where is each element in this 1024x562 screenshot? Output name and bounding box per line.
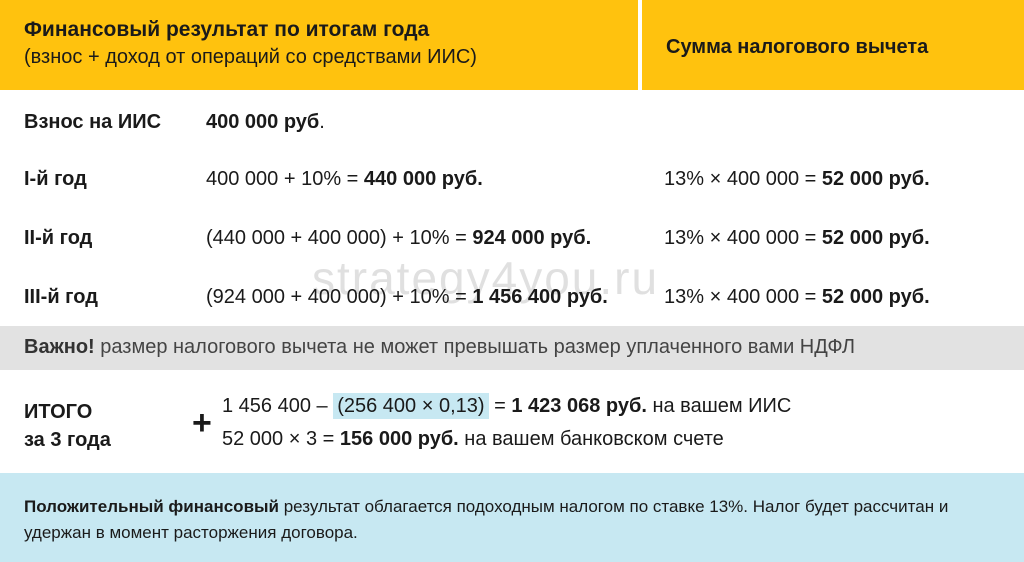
- total-line-2: 52 000 × 3 = 156 000 руб. на вашем банко…: [222, 428, 724, 451]
- year-1-formula-result: 440 000 руб.: [363, 168, 483, 190]
- year-2-formula-prefix: (440 000 + 400 000) + 10% =: [206, 227, 473, 249]
- year-3-deduction: 13% × 400 000 = 52 000 руб.: [664, 286, 930, 309]
- total-label-line2: за 3 года: [24, 429, 111, 451]
- year-3-formula-result: 1 456 400 руб.: [472, 286, 608, 308]
- tax-note-bold: Положительный финансовый: [24, 497, 279, 516]
- year-1-deduction: 13% × 400 000 = 52 000 руб.: [664, 168, 930, 191]
- total-line1-result: 1 423 068 руб.: [511, 395, 647, 417]
- total-line1-highlight: (256 400 × 0,13): [333, 393, 489, 419]
- total-line1-eq: =: [488, 395, 512, 417]
- year-1-formula-prefix: 400 000 + 10% =: [206, 168, 364, 190]
- year-1-formula: 400 000 + 10% = 440 000 руб.: [206, 168, 483, 191]
- year-2-label: II-й год: [24, 227, 93, 249]
- important-message: размер налогового вычета не может превыш…: [94, 336, 856, 358]
- tax-note-box: Положительный финансовый результат облаг…: [0, 473, 1024, 562]
- contribution-amount: 400 000 руб: [206, 111, 320, 133]
- total-line2-prefix: 52 000 × 3 =: [222, 428, 340, 450]
- year-3-formula: (924 000 + 400 000) + 10% = 1 456 400 ру…: [206, 286, 608, 309]
- year-3-deduction-prefix: 13% × 400 000 =: [664, 286, 822, 308]
- year-3-deduction-result: 52 000 руб.: [821, 286, 930, 308]
- year-3-formula-prefix: (924 000 + 400 000) + 10% =: [206, 286, 473, 308]
- total-line2-result: 156 000 руб.: [339, 428, 459, 450]
- header-right-title: Сумма налогового вычета: [666, 36, 929, 58]
- year-2-formula: (440 000 + 400 000) + 10% = 924 000 руб.: [206, 227, 591, 250]
- contribution-label: Взнос на ИИС: [24, 111, 162, 133]
- year-1-label: I-й год: [24, 168, 87, 190]
- header-left-subtitle: (взнос + доход от операций со средствами…: [24, 46, 477, 68]
- total-label: ИТОГО за 3 года: [24, 398, 111, 454]
- tax-note-body: результат облагается подоходным налогом …: [24, 497, 949, 542]
- year-1-deduction-result: 52 000 руб.: [821, 168, 930, 190]
- contribution-value: 400 000 руб.: [206, 111, 325, 134]
- year-2-deduction: 13% × 400 000 = 52 000 руб.: [664, 227, 930, 250]
- important-text: Важно! размер налогового вычета не может…: [24, 336, 855, 359]
- year-1-deduction-prefix: 13% × 400 000 =: [664, 168, 822, 190]
- tax-note-text: Положительный финансовый результат облаг…: [24, 494, 1000, 546]
- plus-sign: +: [192, 404, 212, 442]
- year-2-deduction-prefix: 13% × 400 000 =: [664, 227, 822, 249]
- important-banner: Важно! размер налогового вычета не может…: [0, 326, 1024, 370]
- total-line1-prefix: 1 456 400 –: [222, 395, 334, 417]
- total-line-1: 1 456 400 – (256 400 × 0,13) = 1 423 068…: [222, 393, 792, 419]
- total-line2-suffix: на вашем банковском счете: [458, 428, 724, 450]
- header-left-title: Финансовый результат по итогам года: [24, 18, 430, 41]
- year-2-formula-result: 924 000 руб.: [472, 227, 592, 249]
- header-right-cell: Сумма налогового вычета: [642, 0, 1024, 90]
- year-2-deduction-result: 52 000 руб.: [821, 227, 930, 249]
- year-3-label: III-й год: [24, 286, 98, 308]
- total-line1-suffix: на вашем ИИС: [646, 395, 792, 417]
- total-label-line1: ИТОГО: [24, 401, 93, 423]
- header-left-cell: Финансовый результат по итогам года (взн…: [0, 0, 638, 90]
- important-label: Важно!: [24, 336, 95, 358]
- watermark: strategy4you.ru: [312, 252, 660, 304]
- contribution-suffix: .: [319, 111, 325, 133]
